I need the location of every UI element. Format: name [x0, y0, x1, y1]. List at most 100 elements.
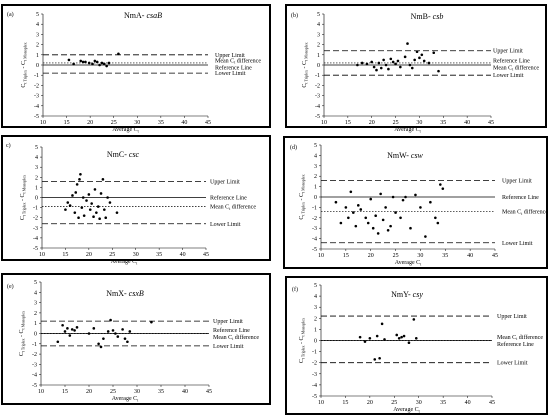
y-tick-label: -5: [32, 383, 37, 389]
x-tick-label: 35: [158, 120, 164, 126]
x-tick-label: 35: [158, 389, 164, 395]
data-point: [117, 52, 120, 56]
data-point: [108, 201, 112, 204]
y-tick-label: 0: [36, 63, 39, 69]
data-point: [78, 178, 81, 181]
data-point: [424, 235, 427, 238]
x-axis-label: Average Ct: [112, 127, 139, 134]
y-tick-label: 4: [314, 153, 317, 159]
data-point: [96, 205, 100, 208]
data-point: [66, 327, 69, 330]
upper-limit-label: Upper Limit: [215, 53, 245, 59]
lower-limit-label: Lower Limit: [493, 73, 524, 79]
x-tick-label: 10: [39, 252, 45, 258]
x-axis-label: Average Ct: [111, 259, 138, 266]
data-point: [370, 60, 374, 64]
y-tick-label: 3: [314, 164, 317, 170]
reference-line-label: Reference Line: [497, 341, 534, 348]
data-point: [81, 196, 85, 199]
data-point: [70, 328, 74, 331]
x-tick-label: 40: [464, 120, 470, 126]
x-tick-label: 15: [345, 120, 351, 126]
y-tick-label: 5: [317, 12, 320, 18]
data-point: [407, 341, 411, 345]
y-axis-label: Ct Triplex - Ct Monoplex: [21, 42, 28, 87]
data-point: [66, 201, 70, 204]
data-point: [106, 330, 110, 333]
upper-limit-label: Upper Limit: [497, 314, 527, 320]
y-tick-label: -1: [312, 350, 317, 356]
data-point: [80, 206, 84, 209]
y-tick-label: 3: [317, 32, 320, 38]
reference-line-label: Reference Line: [502, 194, 539, 201]
data-point: [382, 58, 385, 62]
y-axis-label: Ct Triplex - Ct Monoplex: [299, 174, 306, 219]
y-tick-label: 1: [34, 321, 37, 327]
chart-title: NmB- csb: [411, 12, 444, 21]
data-point: [88, 208, 92, 211]
y-tick-label: 1: [35, 185, 38, 191]
data-point: [403, 55, 407, 59]
data-point: [397, 336, 401, 340]
data-point: [373, 358, 377, 361]
y-tick-label: -4: [33, 236, 38, 242]
y-tick-label: -5: [312, 247, 317, 253]
y-tick-label: 3: [36, 32, 39, 38]
x-tick-label: 30: [134, 389, 140, 395]
mean-difference-label: Mean Ct difference: [210, 204, 256, 211]
data-point: [87, 332, 91, 335]
data-point: [381, 218, 385, 222]
mean-difference-label: Mean Ct difference: [493, 64, 539, 71]
panel-e: (e) NmX- csxB -5 -4 -3 -2 -1 0 1 2 3 4 5 10 15 20 25 30 35…: [1, 273, 271, 405]
panel-d: (d) NmW- csw -5 -4 -3 -2 -1 0 1 2 3 4 5 10 15 20 25 30 35 4…: [283, 136, 548, 269]
y-axis-label: Ct Triplex - Ct Monoplex: [20, 175, 27, 220]
x-tick-label: 45: [206, 389, 212, 395]
x-axis-label: Average Ct: [393, 407, 420, 414]
data-point: [427, 61, 431, 65]
data-point: [402, 334, 406, 338]
data-point: [389, 224, 392, 228]
data-point: [106, 196, 109, 199]
data-point: [87, 61, 91, 65]
y-tick-label: 1: [314, 327, 317, 333]
lower-limit-label: Lower Limit: [215, 71, 246, 77]
panel-label: (f): [292, 286, 298, 293]
data-point: [85, 199, 88, 202]
data-point: [375, 68, 378, 72]
data-point: [75, 326, 79, 329]
data-point: [72, 62, 75, 66]
upper-limit-label: Upper Limit: [502, 178, 532, 184]
y-tick-label: -4: [312, 383, 317, 389]
data-point: [87, 193, 91, 196]
y-tick-label: 3: [314, 305, 317, 311]
data-point: [368, 336, 372, 340]
data-point: [354, 224, 358, 228]
data-point: [383, 338, 386, 341]
data-point: [67, 58, 71, 62]
data-point: [372, 65, 376, 69]
y-tick-label: 2: [317, 43, 320, 49]
upper-limit-label: Upper Limit: [210, 179, 240, 185]
data-point: [378, 356, 381, 360]
y-tick-label: -5: [34, 114, 39, 120]
data-point: [92, 215, 95, 218]
x-tick-label: 10: [38, 389, 44, 395]
panel-label: c): [6, 142, 11, 149]
data-point: [384, 206, 387, 209]
lower-limit-label: Lower Limit: [210, 222, 241, 228]
panel-label: (e): [7, 283, 14, 290]
panel-label: (b): [291, 12, 298, 19]
data-point: [401, 198, 405, 202]
upper-limit-label: Upper Limit: [213, 319, 243, 325]
y-tick-label: 3: [34, 301, 37, 307]
reference-line-label: Reference Line: [493, 57, 530, 64]
data-point: [399, 65, 402, 69]
data-point: [408, 63, 412, 67]
data-point: [366, 221, 370, 225]
x-tick-label: 20: [367, 400, 373, 406]
mean-difference-label: Mean Ct difference: [502, 209, 548, 216]
data-point: [98, 217, 101, 221]
data-point: [71, 194, 74, 197]
data-point: [400, 335, 403, 339]
